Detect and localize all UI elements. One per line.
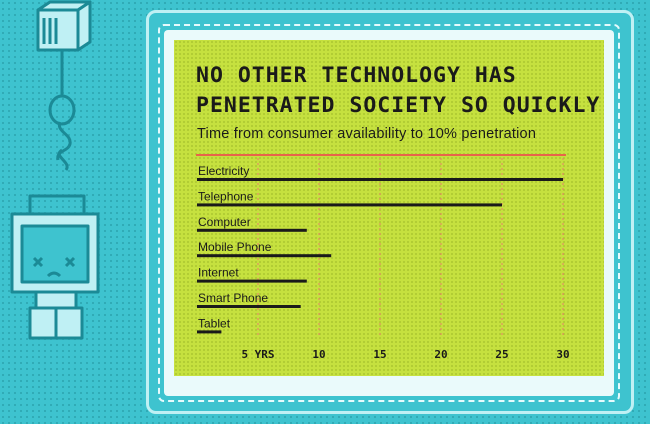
x-tick-label: 20 bbox=[434, 348, 447, 361]
bar bbox=[197, 330, 222, 334]
hook-icon bbox=[48, 94, 76, 171]
category-label: Electricity bbox=[198, 164, 249, 178]
bar bbox=[197, 254, 332, 258]
robot-head-icon bbox=[10, 212, 100, 294]
hanging-block-icon bbox=[36, 0, 92, 52]
category-label: Mobile Phone bbox=[198, 240, 272, 254]
chart-title-line-2: PENETRATED SOCIETY SO QUICKLY bbox=[196, 93, 601, 118]
category-label: Internet bbox=[198, 266, 239, 280]
x-tick-label: 25 bbox=[495, 348, 508, 361]
robot-crane-illustration bbox=[10, 0, 100, 340]
bar bbox=[197, 203, 502, 207]
chart-subtitle: Time from consumer availability to 10% p… bbox=[197, 126, 537, 142]
robot-body-icon bbox=[28, 290, 84, 340]
category-label: Computer bbox=[198, 215, 251, 229]
chart-screen bbox=[174, 40, 604, 376]
bar bbox=[197, 228, 307, 232]
category-label: Smart Phone bbox=[198, 291, 268, 305]
bar bbox=[197, 279, 307, 283]
bar bbox=[197, 178, 563, 181]
x-tick-label: 15 bbox=[373, 348, 386, 361]
category-label: Tablet bbox=[198, 316, 231, 330]
category-label: Telephone bbox=[198, 189, 254, 203]
x-tick-label: 5 YRS bbox=[241, 348, 274, 361]
monitor-frame-dashed bbox=[158, 24, 620, 402]
bar bbox=[197, 305, 301, 308]
x-tick-label: 30 bbox=[556, 348, 569, 361]
chart-title-line-1: NO OTHER TECHNOLOGY HAS bbox=[196, 63, 517, 88]
x-tick-label: 10 bbox=[312, 348, 325, 361]
